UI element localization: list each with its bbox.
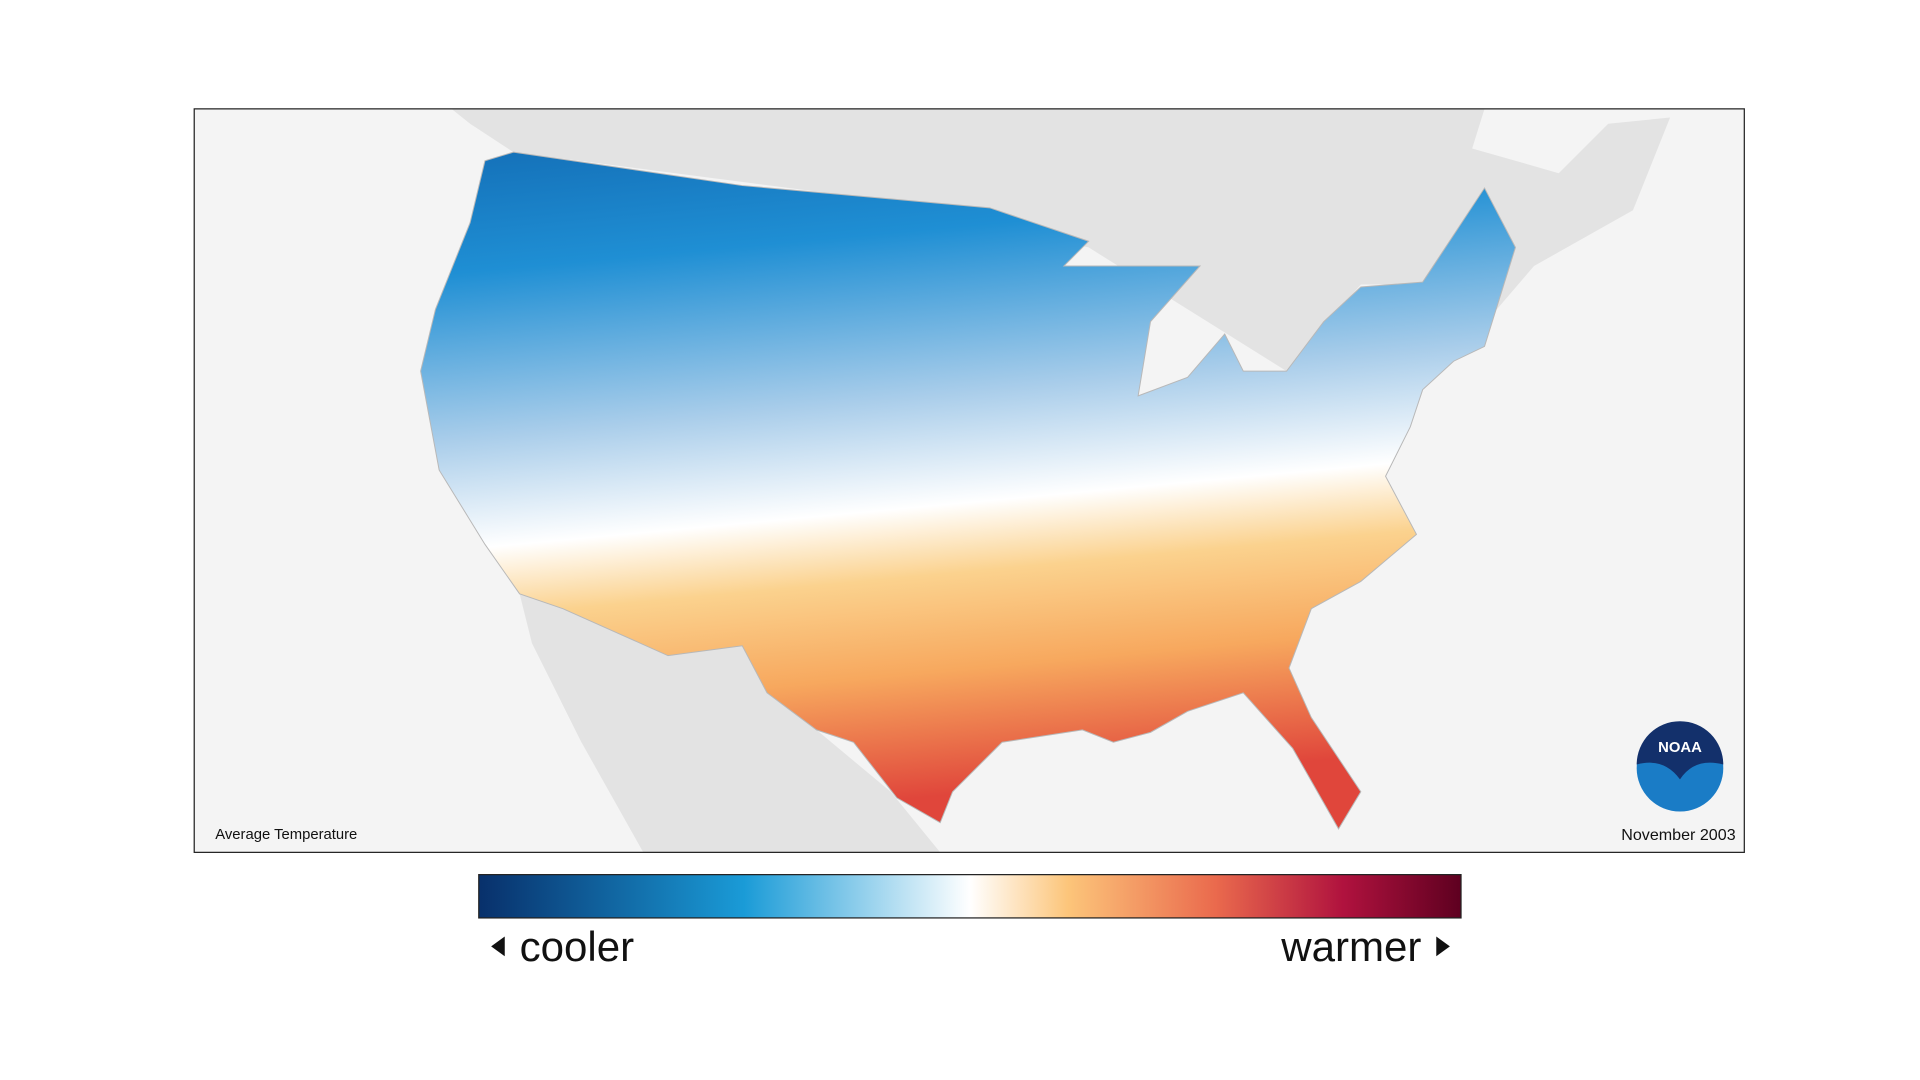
map-title: Average Temperature <box>215 827 357 843</box>
legend-high-label: warmer <box>1280 923 1421 970</box>
map-group: NOAA Average Temperature November 2003 c… <box>193 108 1745 970</box>
us-temperature-map <box>420 151 1516 830</box>
logo-top <box>1636 721 1724 780</box>
map-date: November 2003 <box>1621 826 1735 844</box>
cooler-arrow <box>491 936 505 957</box>
warmer-arrow <box>1436 936 1450 957</box>
color-scale <box>478 874 1462 919</box>
map-frame <box>193 108 1745 853</box>
legend-low-label: cooler <box>520 923 635 970</box>
logo-text: NOAA <box>1658 740 1702 756</box>
noaa-logo: NOAA <box>1636 721 1724 812</box>
mexico-land <box>519 593 941 853</box>
